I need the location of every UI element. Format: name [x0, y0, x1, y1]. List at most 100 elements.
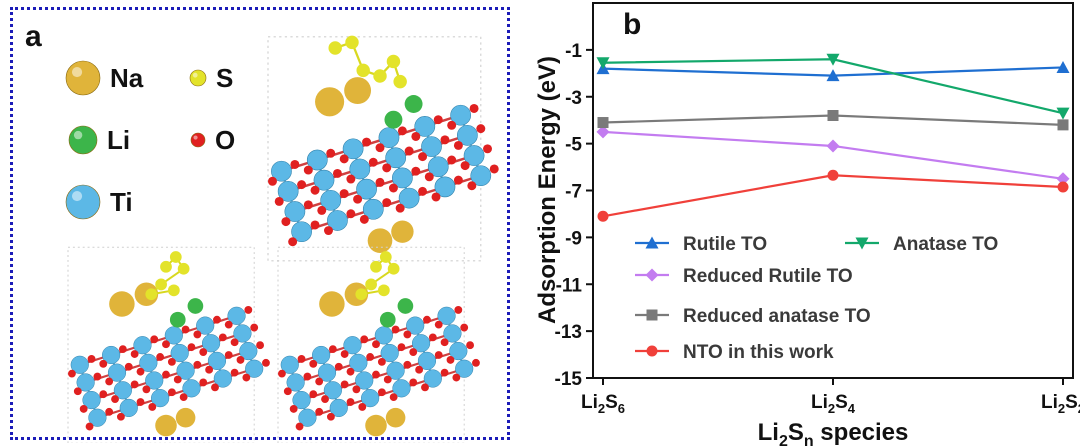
ti-atom [213, 369, 232, 388]
ti-atom [392, 167, 413, 189]
o-atom [476, 124, 486, 134]
li-atom [169, 311, 186, 328]
o-atom [382, 163, 392, 173]
o-atom [368, 157, 378, 167]
s-atom [145, 288, 158, 301]
o-atom [418, 186, 428, 196]
o-atom [310, 220, 320, 230]
o-atom [181, 325, 190, 334]
o-atom [117, 412, 125, 421]
o-atom [199, 378, 208, 387]
x-tick-mid: S [1065, 392, 1078, 413]
o-atom [327, 412, 335, 421]
o-atom [415, 365, 424, 374]
data-point-3-1 [827, 110, 839, 121]
data-point-1-1 [826, 53, 840, 66]
o-atom [142, 385, 151, 394]
o-atom [433, 115, 443, 125]
data-point-4-2 [1057, 181, 1069, 193]
data-point-4-0 [597, 210, 609, 222]
data-point-2-2 [1056, 172, 1070, 186]
o-atom [205, 365, 214, 374]
ti-atom [227, 306, 246, 325]
o-atom [454, 306, 463, 314]
o-atom [404, 146, 414, 156]
o-atom [346, 398, 355, 406]
ti-atom [349, 158, 371, 180]
key-label-ti: Ti [110, 187, 133, 217]
na-atom [391, 220, 414, 243]
ti-atom [313, 169, 335, 191]
o-atom [303, 200, 313, 210]
y-axis-title: Adsorption Energy (eV) [534, 56, 561, 324]
o-atom [136, 398, 145, 406]
ti-atom [455, 359, 474, 378]
o-atom [193, 360, 202, 369]
o-atom [130, 380, 139, 389]
s-atom [365, 278, 377, 291]
li-atom [397, 298, 414, 314]
crystal-bottom-right [277, 246, 480, 443]
ti-atom [423, 369, 442, 388]
o-atom [377, 357, 386, 366]
ti-atom [392, 379, 411, 398]
ti-atom [196, 316, 215, 335]
ti-atom [207, 351, 227, 370]
o-atom [224, 351, 233, 359]
y-tick-label: -1 [565, 41, 582, 62]
o-atom [360, 335, 369, 344]
data-point-0-1 [826, 69, 840, 82]
ti-atom [280, 355, 299, 374]
o-atom [167, 357, 176, 366]
ti-atom [434, 176, 456, 198]
o-atom [310, 185, 320, 195]
o-atom [213, 315, 221, 324]
ti-atom [298, 408, 317, 427]
o-atom [156, 353, 165, 361]
o-atom [395, 203, 405, 213]
o-atom [256, 341, 264, 350]
ti-atom [284, 201, 306, 222]
o-atom [383, 375, 392, 384]
o-atom [73, 387, 82, 396]
o-atom [274, 196, 284, 206]
legend-label: Reduced anatase TO [683, 306, 871, 327]
ti-atom [292, 391, 311, 410]
o-atom [388, 183, 398, 193]
crystal-top-right [267, 35, 499, 262]
o-atom [244, 306, 253, 314]
crystal-structures [67, 35, 499, 443]
ti-atom [239, 342, 258, 361]
o-atom [467, 181, 477, 191]
o-atom [452, 373, 461, 382]
o-atom [317, 205, 327, 215]
ti-atom [202, 334, 221, 353]
o-atom [431, 192, 441, 202]
ti-atom [385, 147, 407, 169]
atom-ti-icon [65, 184, 101, 220]
x-tick-mid: S [835, 392, 848, 413]
o-atom [148, 403, 157, 411]
data-point-1-0 [596, 57, 610, 70]
na-atom [365, 414, 387, 437]
atom-s-icon [189, 69, 207, 87]
o-atom [321, 395, 329, 404]
ti-atom [145, 371, 164, 390]
o-atom [230, 338, 239, 347]
ti-atom [343, 336, 362, 355]
atom-o-icon [190, 132, 206, 148]
x-tick-label: Li2S2 [1041, 392, 1080, 416]
ti-atom [233, 324, 252, 343]
o-atom [346, 209, 356, 219]
x-tick-label: Li2S6 [581, 392, 625, 416]
o-atom [230, 368, 239, 377]
na-atom [109, 291, 135, 317]
ti-atom [380, 343, 399, 363]
x-title-sub1: 2 [779, 433, 788, 448]
x-title-sub2: n [804, 433, 814, 448]
ti-atom [362, 198, 384, 220]
o-atom [472, 358, 480, 367]
atom-highlight-icon [73, 130, 83, 140]
o-atom [99, 390, 108, 399]
s-atom [169, 251, 182, 263]
